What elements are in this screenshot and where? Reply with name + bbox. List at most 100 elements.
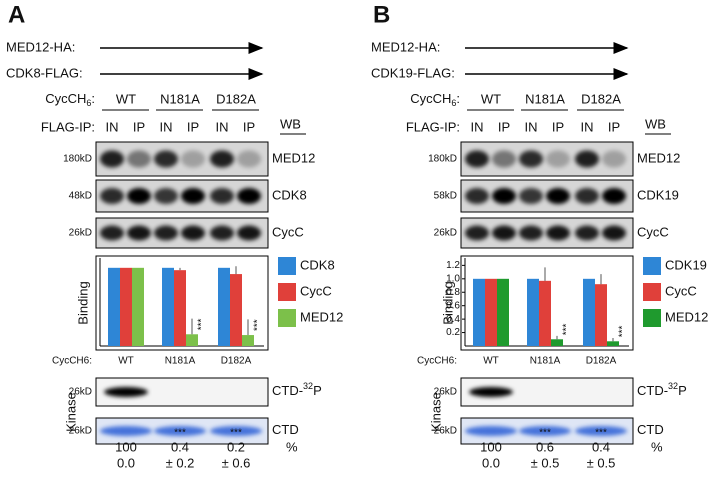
lane-label: IN: [106, 119, 119, 134]
marker-label: 180kD: [63, 154, 92, 165]
kinase-blot-label: CTD: [637, 422, 664, 437]
sd-value: 0.0: [117, 455, 135, 470]
bar: [485, 278, 497, 346]
band: [210, 188, 234, 204]
marker-label: 26kD: [69, 387, 92, 398]
bar: [132, 267, 144, 346]
significance: ***: [253, 319, 264, 331]
cycc-label: CycCH6:: [410, 91, 460, 108]
band: [546, 188, 570, 204]
panel-letter: B: [373, 1, 390, 28]
legend-swatch: [278, 283, 296, 301]
legend-label: MED12: [665, 309, 708, 324]
bar: [218, 267, 230, 346]
wb-label: WB: [645, 116, 666, 131]
cycc-sub: 6: [451, 98, 456, 108]
lane-label: IP: [498, 119, 510, 134]
marker-label: 26kD: [69, 228, 92, 239]
lane-label: IP: [133, 119, 145, 134]
variant-label: N181A: [525, 91, 565, 106]
label-part: P: [678, 383, 687, 398]
legend-swatch: [278, 257, 296, 275]
band: [602, 188, 626, 204]
band: [100, 426, 152, 436]
protein-label: CDK19: [637, 187, 679, 202]
significance: ***: [539, 428, 551, 439]
y-tick-label: 0.6: [446, 300, 460, 311]
kinase-blot-label: CTD-32P: [637, 381, 687, 398]
kinase-label: Kinase: [63, 392, 78, 432]
sd-value: ± 0.5: [587, 455, 616, 470]
band: [546, 150, 570, 168]
label-part: CTD: [272, 422, 299, 437]
protein-label: CycC: [637, 224, 669, 239]
y-axis-label: Binding: [440, 281, 455, 324]
variant-label: N181A: [160, 91, 200, 106]
variant-label: WT: [116, 91, 136, 106]
mean-value: 0.2: [227, 439, 245, 454]
cycc-text: CycCH: [410, 91, 451, 106]
band: [575, 188, 599, 204]
mean-value: 0.6: [536, 439, 554, 454]
bar: [583, 278, 595, 346]
band: [104, 387, 148, 397]
band: [237, 225, 261, 241]
band: [465, 225, 489, 241]
wb-label: WB: [280, 116, 301, 131]
mean-value: 100: [480, 439, 502, 454]
band: [465, 426, 517, 436]
band: [575, 426, 627, 436]
significance: ***: [197, 318, 208, 330]
legend-label: CycC: [300, 283, 332, 298]
lane-label: IP: [552, 119, 564, 134]
cycc-text: CycCH: [45, 91, 86, 106]
x-tick-label: D182A: [586, 356, 617, 367]
protein-label: CDK8: [272, 187, 307, 202]
bar: [242, 335, 254, 346]
bar: [186, 334, 198, 346]
band: [602, 150, 626, 168]
significance: ***: [595, 428, 607, 439]
y-tick-label: 0.2: [446, 327, 460, 338]
x-axis-label: CycCH6:: [52, 356, 92, 367]
sd-value: ± 0.2: [166, 455, 195, 470]
band: [237, 188, 261, 204]
band: [492, 225, 516, 241]
lane-label: IN: [216, 119, 229, 134]
x-axis-label: CycCH6:: [417, 356, 457, 367]
label-part: 32: [668, 381, 678, 391]
x-tick-label: WT: [483, 356, 499, 367]
band: [602, 225, 626, 241]
band: [575, 150, 599, 168]
bar: [595, 284, 607, 346]
legend-label: MED12: [300, 309, 343, 324]
band: [127, 150, 151, 168]
protein-label: MED12: [637, 150, 680, 165]
protein-label: CycC: [272, 224, 304, 239]
protein-label: MED12: [272, 150, 315, 165]
mean-value: 0.4: [171, 439, 189, 454]
marker-label: 180kD: [428, 154, 457, 165]
lane-label: IP: [243, 119, 255, 134]
legend-label: CDK8: [300, 257, 335, 272]
marker-label: 26kD: [434, 387, 457, 398]
band: [465, 150, 489, 168]
flag-ip-label: FLAG-IP:: [41, 119, 95, 134]
band: [210, 150, 234, 168]
bar: [607, 341, 619, 346]
legend-label: CDK19: [665, 257, 707, 272]
lane-label: IN: [471, 119, 484, 134]
lane-label: IP: [187, 119, 199, 134]
band: [469, 387, 513, 397]
lane-label: IP: [608, 119, 620, 134]
band: [127, 188, 151, 204]
panel-letter: A: [8, 1, 25, 28]
bar: [174, 270, 186, 346]
label-part: CTD-: [272, 383, 303, 398]
variant-label: WT: [481, 91, 501, 106]
lane-label: IN: [525, 119, 538, 134]
band: [519, 188, 543, 204]
legend-swatch: [643, 257, 661, 275]
band: [181, 188, 205, 204]
band: [519, 225, 543, 241]
